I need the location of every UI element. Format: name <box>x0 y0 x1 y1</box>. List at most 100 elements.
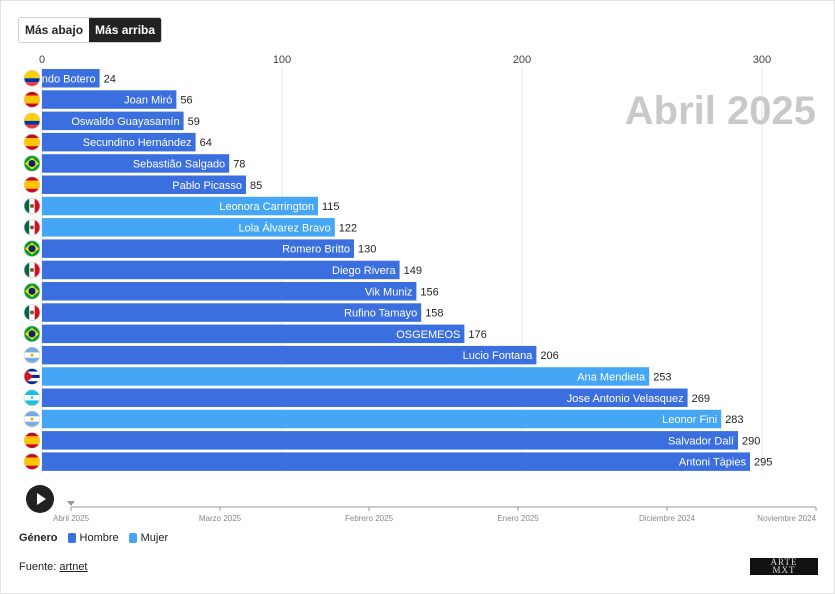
bar[interactable] <box>42 69 100 88</box>
brand-logo: ARTE MXT <box>750 558 818 575</box>
bar[interactable] <box>42 367 650 386</box>
bar[interactable] <box>42 282 417 301</box>
bar[interactable] <box>42 409 722 429</box>
ecuador-flag-icon <box>23 112 41 130</box>
bar-value-label: 269 <box>692 393 710 405</box>
spain-flag-icon <box>23 453 41 471</box>
timeline-label[interactable]: Febrero 2025 <box>345 514 394 523</box>
bar-row: Pablo Picasso 85 <box>23 175 262 195</box>
bar[interactable] <box>42 345 537 365</box>
bar[interactable] <box>42 260 400 280</box>
bar-value-label: 64 <box>200 137 212 149</box>
bar-value-label: 253 <box>653 371 671 383</box>
bar-row: Secundino Hernández 64 <box>23 132 212 152</box>
bar-name-label: Fernando Botero <box>13 73 96 85</box>
bar-name-label: Diego Rivera <box>332 265 396 277</box>
timeline[interactable]: Abril 2025 Marzo 2025 Febrero 2025 Enero 20… <box>53 501 817 523</box>
x-tick-label: 200 <box>513 54 531 66</box>
bar-name-label: Secundino Hernández <box>83 137 192 149</box>
bar-row: Joan Miró 56 <box>23 90 193 109</box>
bar[interactable] <box>42 154 230 173</box>
bar-value-label: 295 <box>754 457 772 469</box>
argentina-flag-icon <box>23 346 41 364</box>
mexico-flag-icon <box>23 304 41 321</box>
bar-row: Lucio Fontana 206 <box>23 345 559 365</box>
bar-row: Lola Álvarez Bravo 122 <box>23 218 357 237</box>
bar-row: Salvador Dalí 290 <box>23 431 760 450</box>
bar[interactable] <box>42 218 335 237</box>
spain-flag-icon <box>23 176 41 194</box>
bar-value-label: 130 <box>358 244 376 256</box>
bar-name-label: Jose Antonio Velasquez <box>567 393 684 405</box>
bar-row: Jose Antonio Velasquez 269 <box>23 388 710 408</box>
timeline-label[interactable]: Noviembre 2024 <box>757 514 816 523</box>
bar-value-label: 149 <box>404 265 422 277</box>
bar[interactable] <box>42 111 184 131</box>
bar-value-label: 56 <box>180 95 192 107</box>
legend-label-hombre: Hombre <box>79 532 119 544</box>
sort-higher-button[interactable]: Más arriba <box>89 18 162 42</box>
bar-value-label: 59 <box>188 116 200 128</box>
source-link[interactable]: artnet <box>59 561 88 573</box>
bar-name-label: Pablo Picasso <box>172 180 242 192</box>
bar-name-label: Ana Mendieta <box>577 371 646 383</box>
brazil-flag-icon <box>23 325 41 343</box>
bar-value-label: 290 <box>742 435 760 447</box>
bar[interactable] <box>42 388 688 408</box>
bar-name-label: Leonora Carrington <box>219 201 314 213</box>
bar-row: Antoni Tàpies 295 <box>23 452 772 471</box>
bar-value-label: 156 <box>420 286 438 298</box>
bar-name-label: Rufino Tamayo <box>344 308 417 320</box>
timeline-label[interactable]: Enero 2025 <box>497 514 539 523</box>
brazil-flag-icon <box>23 155 41 172</box>
timeline-marker-icon[interactable] <box>67 501 75 506</box>
bar-row: Rufino Tamayo 158 <box>23 303 444 322</box>
bar-row: Vik Muniz 156 <box>23 282 439 301</box>
bar-name-label: Leonor Fini <box>662 414 717 426</box>
timeline-label[interactable]: Abril 2025 <box>53 514 90 523</box>
source-note: Fuente: artnet <box>19 561 88 573</box>
timeline-label[interactable]: Marzo 2025 <box>199 514 242 523</box>
bar-name-label: Sebastião Salgado <box>133 158 225 170</box>
bar-name-label: Lola Álvarez Bravo <box>238 221 330 234</box>
bar-value-label: 115 <box>322 201 340 213</box>
spain-flag-icon <box>23 431 41 449</box>
legend-swatch-hombre <box>67 533 76 543</box>
legend-swatch-mujer <box>128 533 137 543</box>
bar-value-label: 122 <box>339 222 357 234</box>
bar-row: Leonora Carrington 115 <box>23 196 340 216</box>
sort-lower-button[interactable]: Más abajo <box>19 18 90 42</box>
x-tick-label: 100 <box>273 54 291 66</box>
legend-label-mujer: Mujer <box>140 532 169 544</box>
bar-row: OSGEMEOS 176 <box>23 324 487 344</box>
timeline-label[interactable]: Diciembre 2024 <box>639 514 696 523</box>
cuba-flag-icon <box>23 368 41 385</box>
bar[interactable] <box>42 239 354 258</box>
bar-value-label: 176 <box>468 329 486 341</box>
bar[interactable] <box>42 132 196 152</box>
brazil-flag-icon <box>23 282 41 300</box>
bar[interactable] <box>42 175 246 195</box>
spain-flag-icon <box>23 91 41 108</box>
bar-name-label: Salvador Dalí <box>668 435 734 447</box>
play-button[interactable] <box>26 485 54 513</box>
bar[interactable] <box>42 431 738 450</box>
mexico-flag-icon <box>23 197 41 215</box>
argentina-flag-icon <box>23 410 41 428</box>
bar-row: Leonor Fini 283 <box>23 409 744 429</box>
honduras-flag-icon <box>23 389 41 407</box>
bar-row: Ana Mendieta 253 <box>23 367 672 386</box>
bar[interactable] <box>42 452 750 471</box>
bar[interactable] <box>42 196 318 216</box>
bar-row: Sebastião Salgado 78 <box>23 154 245 173</box>
bar[interactable] <box>42 303 422 322</box>
bar-name-label: Lucio Fontana <box>463 350 534 362</box>
bar-value-label: 85 <box>250 180 262 192</box>
bar[interactable] <box>42 324 465 344</box>
legend: Género Hombre Mujer <box>19 532 168 544</box>
legend-title: Género <box>19 532 58 544</box>
spain-flag-icon <box>23 133 41 151</box>
bar[interactable] <box>42 90 177 109</box>
